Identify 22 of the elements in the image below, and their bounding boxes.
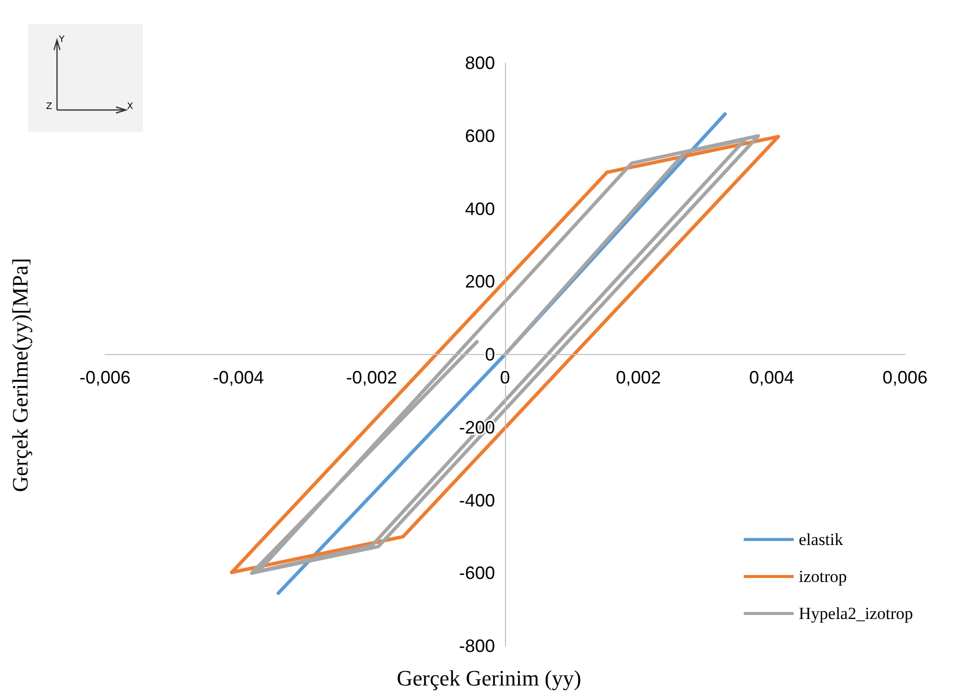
x-tick-label: 0,006 <box>882 368 928 388</box>
y-tick-label: -600 <box>458 563 495 584</box>
y-tick-label: 0 <box>484 344 495 364</box>
y-tick-label: -200 <box>458 417 495 438</box>
y-tick-label: 200 <box>464 272 495 292</box>
x-tick-label: -0,006 <box>79 368 131 388</box>
annotation: X <box>127 102 134 112</box>
x-tick-label: -0,002 <box>346 368 398 388</box>
x-tick-label: 0 <box>500 368 510 388</box>
legend-label: Hypela2_izotrop <box>798 604 914 623</box>
y-tick-label: -400 <box>458 490 495 510</box>
x-axis-title: Gerçek Gerinim (yy) <box>396 666 582 690</box>
x-tick-label: 0,002 <box>616 368 661 388</box>
x-tick-label: 0,004 <box>749 368 794 388</box>
y-tick-label: 600 <box>464 126 495 146</box>
y-tick-label: 400 <box>464 198 495 219</box>
y-axis-title: Gerçek Gerilme(yy)[MPa] <box>8 258 32 492</box>
legend-label: elastik <box>798 530 844 549</box>
y-tick-label: -800 <box>458 636 495 656</box>
y-tick-label: 800 <box>464 53 495 73</box>
legend-label: izotrop <box>798 567 847 586</box>
x-tick-label: -0,004 <box>212 368 264 388</box>
